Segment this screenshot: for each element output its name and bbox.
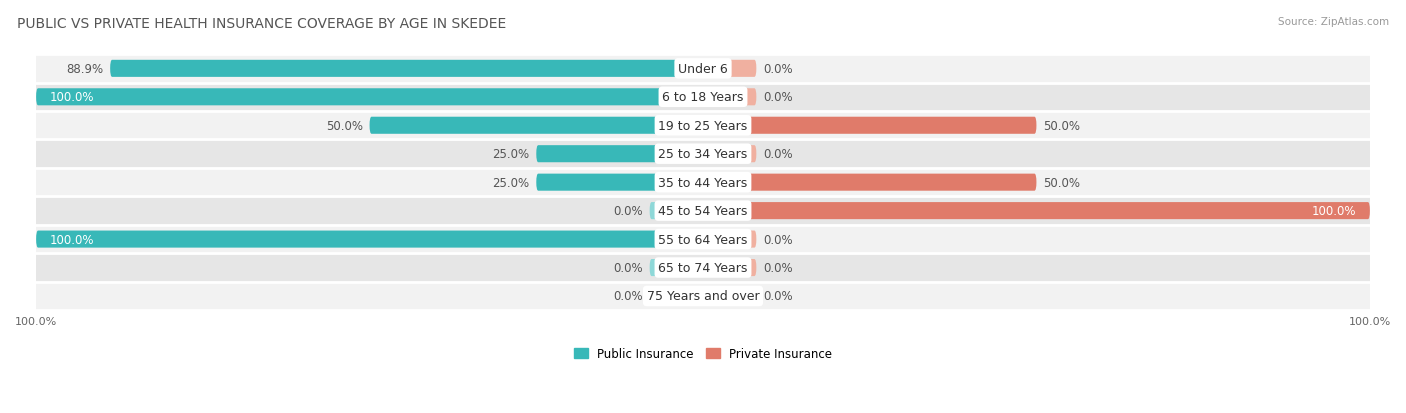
Text: 50.0%: 50.0% — [1043, 176, 1080, 189]
Text: 35 to 44 Years: 35 to 44 Years — [658, 176, 748, 189]
FancyBboxPatch shape — [37, 89, 703, 106]
Bar — [37, 282, 1369, 311]
Text: 0.0%: 0.0% — [763, 290, 793, 303]
Bar — [37, 140, 1369, 169]
Text: 100.0%: 100.0% — [49, 233, 94, 246]
Text: 0.0%: 0.0% — [763, 63, 793, 76]
FancyBboxPatch shape — [703, 89, 756, 106]
Text: 50.0%: 50.0% — [326, 119, 363, 133]
Bar — [37, 55, 1369, 83]
Text: Source: ZipAtlas.com: Source: ZipAtlas.com — [1278, 17, 1389, 26]
Text: 0.0%: 0.0% — [763, 233, 793, 246]
FancyBboxPatch shape — [703, 231, 756, 248]
Text: Under 6: Under 6 — [678, 63, 728, 76]
Bar — [37, 83, 1369, 112]
FancyBboxPatch shape — [703, 174, 1036, 191]
Bar — [37, 169, 1369, 197]
Text: 100.0%: 100.0% — [1312, 204, 1357, 218]
Bar — [37, 197, 1369, 225]
Text: 55 to 64 Years: 55 to 64 Years — [658, 233, 748, 246]
FancyBboxPatch shape — [703, 259, 756, 276]
Text: 0.0%: 0.0% — [613, 261, 643, 274]
Text: 0.0%: 0.0% — [763, 91, 793, 104]
Text: 50.0%: 50.0% — [1043, 119, 1080, 133]
FancyBboxPatch shape — [536, 174, 703, 191]
FancyBboxPatch shape — [703, 146, 756, 163]
Text: 0.0%: 0.0% — [763, 148, 793, 161]
FancyBboxPatch shape — [703, 117, 1036, 135]
FancyBboxPatch shape — [110, 61, 703, 78]
Text: 65 to 74 Years: 65 to 74 Years — [658, 261, 748, 274]
Text: 19 to 25 Years: 19 to 25 Years — [658, 119, 748, 133]
Text: 0.0%: 0.0% — [613, 290, 643, 303]
Text: 45 to 54 Years: 45 to 54 Years — [658, 204, 748, 218]
Text: 100.0%: 100.0% — [49, 91, 94, 104]
FancyBboxPatch shape — [703, 203, 1369, 220]
Text: 88.9%: 88.9% — [66, 63, 104, 76]
FancyBboxPatch shape — [370, 117, 703, 135]
Bar — [37, 254, 1369, 282]
Text: 75 Years and over: 75 Years and over — [647, 290, 759, 303]
Text: 25 to 34 Years: 25 to 34 Years — [658, 148, 748, 161]
Text: 6 to 18 Years: 6 to 18 Years — [662, 91, 744, 104]
FancyBboxPatch shape — [650, 288, 703, 305]
FancyBboxPatch shape — [703, 288, 756, 305]
Text: 25.0%: 25.0% — [492, 176, 530, 189]
Text: 25.0%: 25.0% — [492, 148, 530, 161]
Text: 0.0%: 0.0% — [763, 261, 793, 274]
FancyBboxPatch shape — [536, 146, 703, 163]
Text: PUBLIC VS PRIVATE HEALTH INSURANCE COVERAGE BY AGE IN SKEDEE: PUBLIC VS PRIVATE HEALTH INSURANCE COVER… — [17, 17, 506, 31]
Text: 0.0%: 0.0% — [613, 204, 643, 218]
Bar — [37, 112, 1369, 140]
FancyBboxPatch shape — [37, 231, 703, 248]
FancyBboxPatch shape — [650, 259, 703, 276]
Bar — [37, 225, 1369, 254]
FancyBboxPatch shape — [650, 203, 703, 220]
Legend: Public Insurance, Private Insurance: Public Insurance, Private Insurance — [569, 342, 837, 365]
FancyBboxPatch shape — [703, 61, 756, 78]
